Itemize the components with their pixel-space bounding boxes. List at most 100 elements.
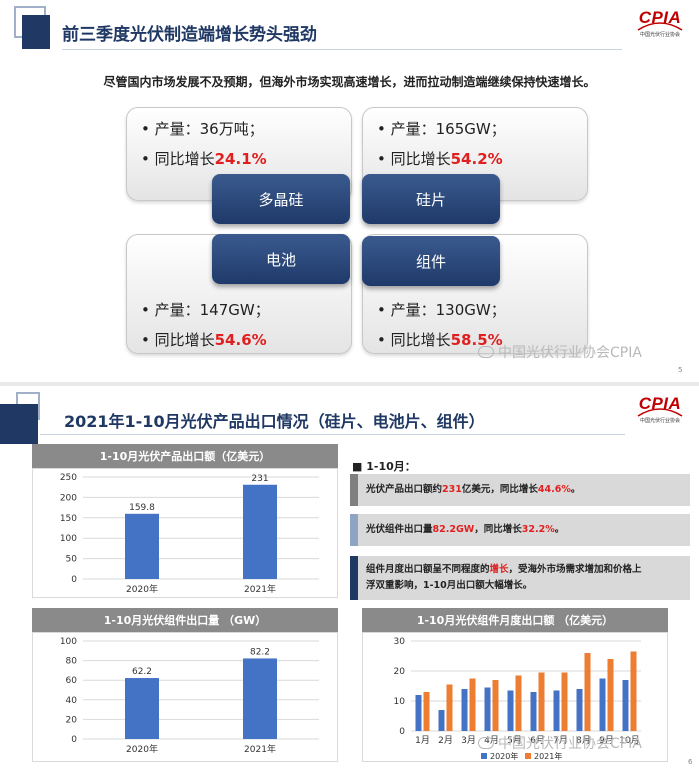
slide-production: 前三季度光伏制造端增长势头强劲 CPIA 中国光伏行业协会 尽管国内市场发展不及… bbox=[0, 0, 699, 382]
info-item-2: 光伏组件出口量82.2GW，同比增长32.2%。 bbox=[350, 514, 690, 546]
bar bbox=[492, 680, 499, 731]
cpia-logo: CPIA 中国光伏行业协会 bbox=[630, 394, 690, 430]
production-label: • 产量： bbox=[141, 120, 200, 138]
growth-value: 54.2% bbox=[450, 150, 503, 168]
bar bbox=[561, 672, 568, 731]
bar bbox=[469, 678, 476, 731]
production-value: 147GW； bbox=[199, 301, 270, 319]
wechat-icon bbox=[478, 346, 494, 358]
legend-label: 2020年 bbox=[490, 751, 518, 761]
info-text: 亿美元，同比增长 bbox=[461, 484, 538, 495]
polysilicon-label: 多晶硅 bbox=[212, 174, 350, 224]
bar bbox=[125, 678, 159, 739]
info-item-1: 光伏产品出口额约231亿美元，同比增长44.6%。 bbox=[350, 474, 690, 506]
slide-title: 2021年1-10月光伏产品出口情况（硅片、电池片、组件） bbox=[64, 412, 485, 431]
chart-module-volume: 0 20 40 60 80 100 62.2 2020年 82.2 2021年 bbox=[60, 637, 319, 755]
chart-module-volume-panel: 0 20 40 60 80 100 62.2 2020年 82.2 2021年 bbox=[32, 632, 338, 762]
x-tick-label: 9月 bbox=[599, 735, 614, 746]
production-line: • 产量：130GW； bbox=[377, 299, 506, 320]
bar bbox=[622, 680, 629, 731]
info-text: 。 bbox=[570, 484, 581, 495]
watermark: 中国光伏行业协会CPIA bbox=[478, 733, 642, 753]
y-tick-label: 100 bbox=[60, 534, 77, 544]
info-value: 44.6% bbox=[537, 484, 571, 495]
x-tick-label: 3月 bbox=[461, 735, 476, 746]
bar bbox=[446, 684, 453, 731]
production-label: • 产量： bbox=[141, 301, 200, 319]
header-decoration-fill bbox=[22, 15, 50, 49]
watermark-text: 中国光伏行业协会CPIA bbox=[498, 736, 642, 752]
bar bbox=[538, 672, 545, 731]
production-value: 130GW； bbox=[435, 301, 506, 319]
logo-subtext: 中国光伏行业协会 bbox=[639, 32, 680, 38]
growth-line: • 同比增长24.1% bbox=[141, 148, 267, 169]
info-heading: ■ 1-10月： bbox=[352, 460, 416, 473]
y-tick-label: 20 bbox=[66, 715, 78, 725]
logo-text: CPIA bbox=[638, 394, 682, 413]
cpia-logo: CPIA 中国光伏行业协会 bbox=[630, 8, 690, 44]
info-text: ，同比增长 bbox=[474, 524, 522, 535]
info-value: 231 bbox=[442, 484, 462, 495]
data-label: 82.2 bbox=[250, 647, 270, 657]
x-tick-label: 2021年 bbox=[244, 583, 276, 595]
bar bbox=[438, 710, 445, 731]
y-tick-label: 200 bbox=[60, 493, 77, 503]
module-label: 组件 bbox=[362, 236, 500, 286]
info-value: 增长 bbox=[489, 564, 509, 575]
bar bbox=[584, 653, 591, 731]
legend-swatch bbox=[525, 753, 531, 759]
bar bbox=[507, 690, 514, 731]
logo-text: CPIA bbox=[638, 8, 682, 27]
info-text: 。 bbox=[554, 524, 565, 535]
production-label: • 产量： bbox=[377, 301, 436, 319]
x-tick-label: 8月 bbox=[576, 735, 591, 746]
growth-label: • 同比增长 bbox=[141, 150, 215, 168]
chart-monthly-panel: 0 10 20 30 1月 2月 3月 4月 5月 6月 7月 8月 9月 10月 2020年 2021年 bbox=[362, 632, 668, 762]
info-line: 组件月度出口额呈不同程度的增长，受海外市场需求增加和价格上 bbox=[366, 562, 690, 578]
bar bbox=[125, 513, 159, 579]
bar bbox=[607, 659, 614, 731]
chart-monthly-title: 1-10月光伏组件月度出口额 （亿美元） bbox=[362, 608, 668, 632]
bar bbox=[415, 695, 422, 731]
x-tick-label: 1月 bbox=[415, 735, 430, 746]
watermark: 中国光伏行业协会CPIA bbox=[478, 342, 642, 362]
data-label: 231 bbox=[251, 474, 268, 484]
page-number: 5 bbox=[678, 366, 683, 374]
bar bbox=[530, 692, 537, 731]
slide-exports: 2021年1-10月光伏产品出口情况（硅片、电池片、组件） CPIA 中国光伏行… bbox=[0, 386, 699, 768]
growth-line: • 同比增长54.2% bbox=[377, 148, 503, 169]
bar bbox=[599, 678, 606, 731]
y-tick-label: 40 bbox=[66, 696, 78, 706]
production-line: • 产量：36万吨； bbox=[141, 118, 264, 139]
y-tick-label: 150 bbox=[60, 514, 77, 524]
bar bbox=[553, 690, 560, 731]
watermark-text: 中国光伏行业协会CPIA bbox=[498, 345, 642, 361]
growth-value: 24.1% bbox=[214, 150, 267, 168]
production-line: • 产量：165GW； bbox=[377, 118, 506, 139]
bar bbox=[243, 484, 277, 579]
bar bbox=[461, 689, 468, 731]
info-text: 光伏组件出口量 bbox=[366, 524, 433, 535]
info-text: ，受海外市场需求增加和价格上 bbox=[508, 564, 642, 575]
y-tick-label: 10 bbox=[394, 697, 406, 707]
info-line: 光伏组件出口量82.2GW，同比增长32.2%。 bbox=[366, 522, 690, 538]
info-accent-bar bbox=[350, 556, 358, 600]
x-tick-label: 10月 bbox=[619, 735, 639, 746]
growth-label: • 同比增长 bbox=[377, 331, 451, 349]
bar bbox=[515, 675, 522, 731]
y-tick-label: 30 bbox=[394, 637, 406, 647]
data-label: 62.2 bbox=[132, 667, 152, 677]
bar bbox=[484, 687, 491, 731]
header-rule bbox=[40, 434, 625, 435]
info-accent-bar bbox=[350, 474, 358, 506]
growth-value: 58.5% bbox=[450, 331, 503, 349]
slide-title: 前三季度光伏制造端增长势头强劲 bbox=[62, 25, 317, 45]
data-label: 159.8 bbox=[129, 503, 155, 513]
cell-label: 电池 bbox=[212, 234, 350, 284]
growth-line: • 同比增长54.6% bbox=[141, 329, 267, 350]
info-line: 浮双重影响，1-10月出口额大幅增长。 bbox=[366, 580, 533, 591]
y-tick-label: 100 bbox=[60, 637, 77, 647]
slide-subtitle: 尽管国内市场发展不及预期，但海外市场实现高速增长，进而拉动制造端继续保持快速增长… bbox=[103, 75, 596, 89]
slide-divider bbox=[0, 382, 699, 386]
y-tick-label: 0 bbox=[71, 575, 77, 585]
